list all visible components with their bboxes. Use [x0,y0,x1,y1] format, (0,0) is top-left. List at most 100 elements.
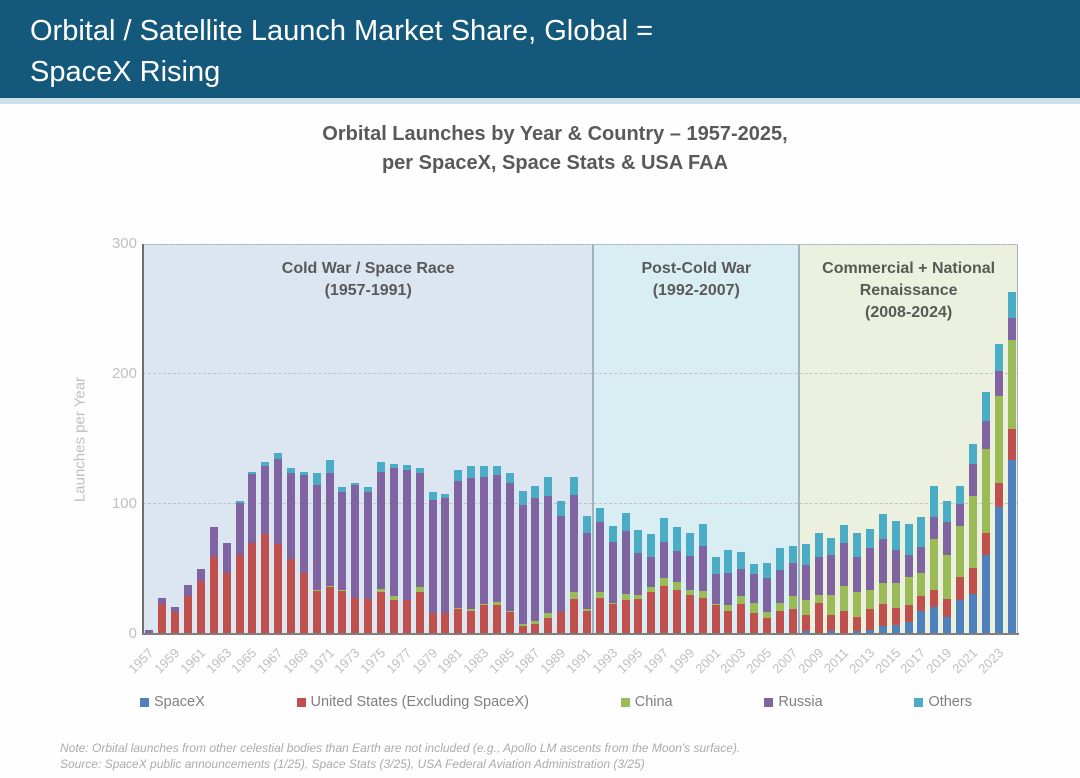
bar-1977-united-states-excluding-spacex- [402,600,411,634]
bar-2019-china [943,554,952,599]
bar-1977-others [402,465,411,471]
bar-1993-russia [608,541,617,603]
bar-1981-united-states-excluding-spacex- [454,609,463,634]
bar-1984-united-states-excluding-spacex- [492,605,501,634]
bar-2022-others [981,392,990,421]
bar-1993-others [608,526,617,542]
bar-1987-others [531,485,540,498]
legend-label-china: China [634,694,673,710]
bar-1976-others [389,463,398,468]
bar-1964-united-states-excluding-spacex- [235,554,244,634]
bar-1989-russia [557,515,566,612]
bar-2001-others [711,557,720,575]
bar-1988-united-states-excluding-spacex- [544,618,553,634]
bar-1962-russia [209,527,218,558]
chart-legend: SpaceX United States (Excluding SpaceX) … [140,694,972,710]
bar-2023-china [994,396,1003,484]
bar-1968-others [286,467,295,473]
legend-label-spacex: SpaceX [154,694,205,710]
bar-1991-china [582,609,591,611]
bar-1979-others [428,492,437,501]
bar-1971-russia [325,472,334,586]
bar-1998-china [673,582,681,590]
era-label-line: Commercial + National [822,260,996,277]
bar-2016-russia [904,554,913,577]
bar-1965-others [248,471,257,475]
bar-1962-united-states-excluding-spacex- [209,557,218,634]
era-label-line: (1957-1991) [324,282,412,299]
legend-swatch-spacex [140,697,149,707]
bar-2005-russia [763,578,772,612]
bar-1991-others [582,515,591,533]
legend-item-russia: Russia [764,694,823,710]
era-label-line: Post-Cold War [641,260,752,277]
y-axis-title: Launches per Year [71,376,89,503]
bar-1960-russia [184,584,193,597]
bar-1995-others [634,530,643,554]
bar-1978-russia [415,472,424,588]
bar-1990-united-states-excluding-spacex- [570,598,579,634]
bar-2012-spacex [853,631,862,634]
bar-1973-others [351,483,360,485]
bar-1972-united-states-excluding-spacex- [338,591,347,634]
bar-1981-others [454,470,463,481]
bar-1975-others [377,462,386,472]
bar-1981-china [454,608,463,610]
bar-2012-china [853,592,862,618]
bar-2017-united-states-excluding-spacex- [917,596,926,611]
bar-2006-others [775,548,784,571]
header-title-line1: Orbital / Satellite Launch Market Share,… [30,15,654,47]
bar-2014-others [878,514,887,540]
bar-2016-china [904,576,913,606]
bar-2001-united-states-excluding-spacex- [711,605,720,634]
bar-2015-united-states-excluding-spacex- [891,608,900,625]
bar-2000-china [698,591,707,598]
bar-2005-others [763,562,772,579]
bar-2023-russia [994,371,1003,397]
legend-swatch-china [620,697,630,707]
bar-1988-china [544,613,553,619]
legend-item-others: Others [914,694,972,710]
bar-1999-china [685,589,694,595]
bar-1978-others [415,467,424,473]
bar-2015-others [891,520,900,550]
bar-1992-russia [595,522,604,593]
bar-1976-russia [389,467,398,597]
legend-swatch-others [914,697,924,707]
header-title-line2: SpaceX Rising [30,56,221,88]
bar-2000-russia [698,545,707,592]
bar-2008-russia [801,565,810,601]
bar-2002-china [724,605,733,611]
bar-1970-china [312,589,321,592]
era-label: Post-Cold War (1992-2007) [594,258,798,302]
bar-2018-united-states-excluding-spacex- [930,589,939,607]
bar-1975-china [377,588,386,593]
bar-1998-russia [673,550,681,582]
bar-1958-united-states-excluding-spacex- [158,604,167,634]
bar-2008-spacex [801,631,810,634]
bar-2003-united-states-excluding-spacex- [737,604,746,634]
bar-2015-china [891,583,900,608]
gridline-100 [143,503,1018,504]
bar-1959-united-states-excluding-spacex- [171,611,180,634]
chart-title-line1: Orbital Launches by Year & Country – 195… [322,123,788,145]
bar-1985-china [505,610,514,612]
bar-2024-china [1007,340,1016,429]
bar-2017-spacex [917,610,926,634]
bar-1980-united-states-excluding-spacex- [441,613,450,634]
bar-1996-others [647,533,656,558]
y-tick-label-100: 100 [111,495,137,512]
bar-2011-united-states-excluding-spacex- [840,610,849,634]
bar-2009-united-states-excluding-spacex- [814,602,823,633]
bar-1975-united-states-excluding-spacex- [377,592,386,634]
bar-1982-others [467,466,476,478]
bar-1985-united-states-excluding-spacex- [505,611,514,634]
bar-1994-russia [621,531,630,594]
bar-1988-russia [544,496,553,614]
bar-2002-others [724,549,733,573]
bar-2008-china [801,600,810,615]
bar-2021-united-states-excluding-spacex- [968,567,977,594]
bar-2017-china [917,572,926,597]
bar-1982-russia [467,478,476,610]
legend-label-united-states: United States (Excluding SpaceX) [310,694,529,710]
